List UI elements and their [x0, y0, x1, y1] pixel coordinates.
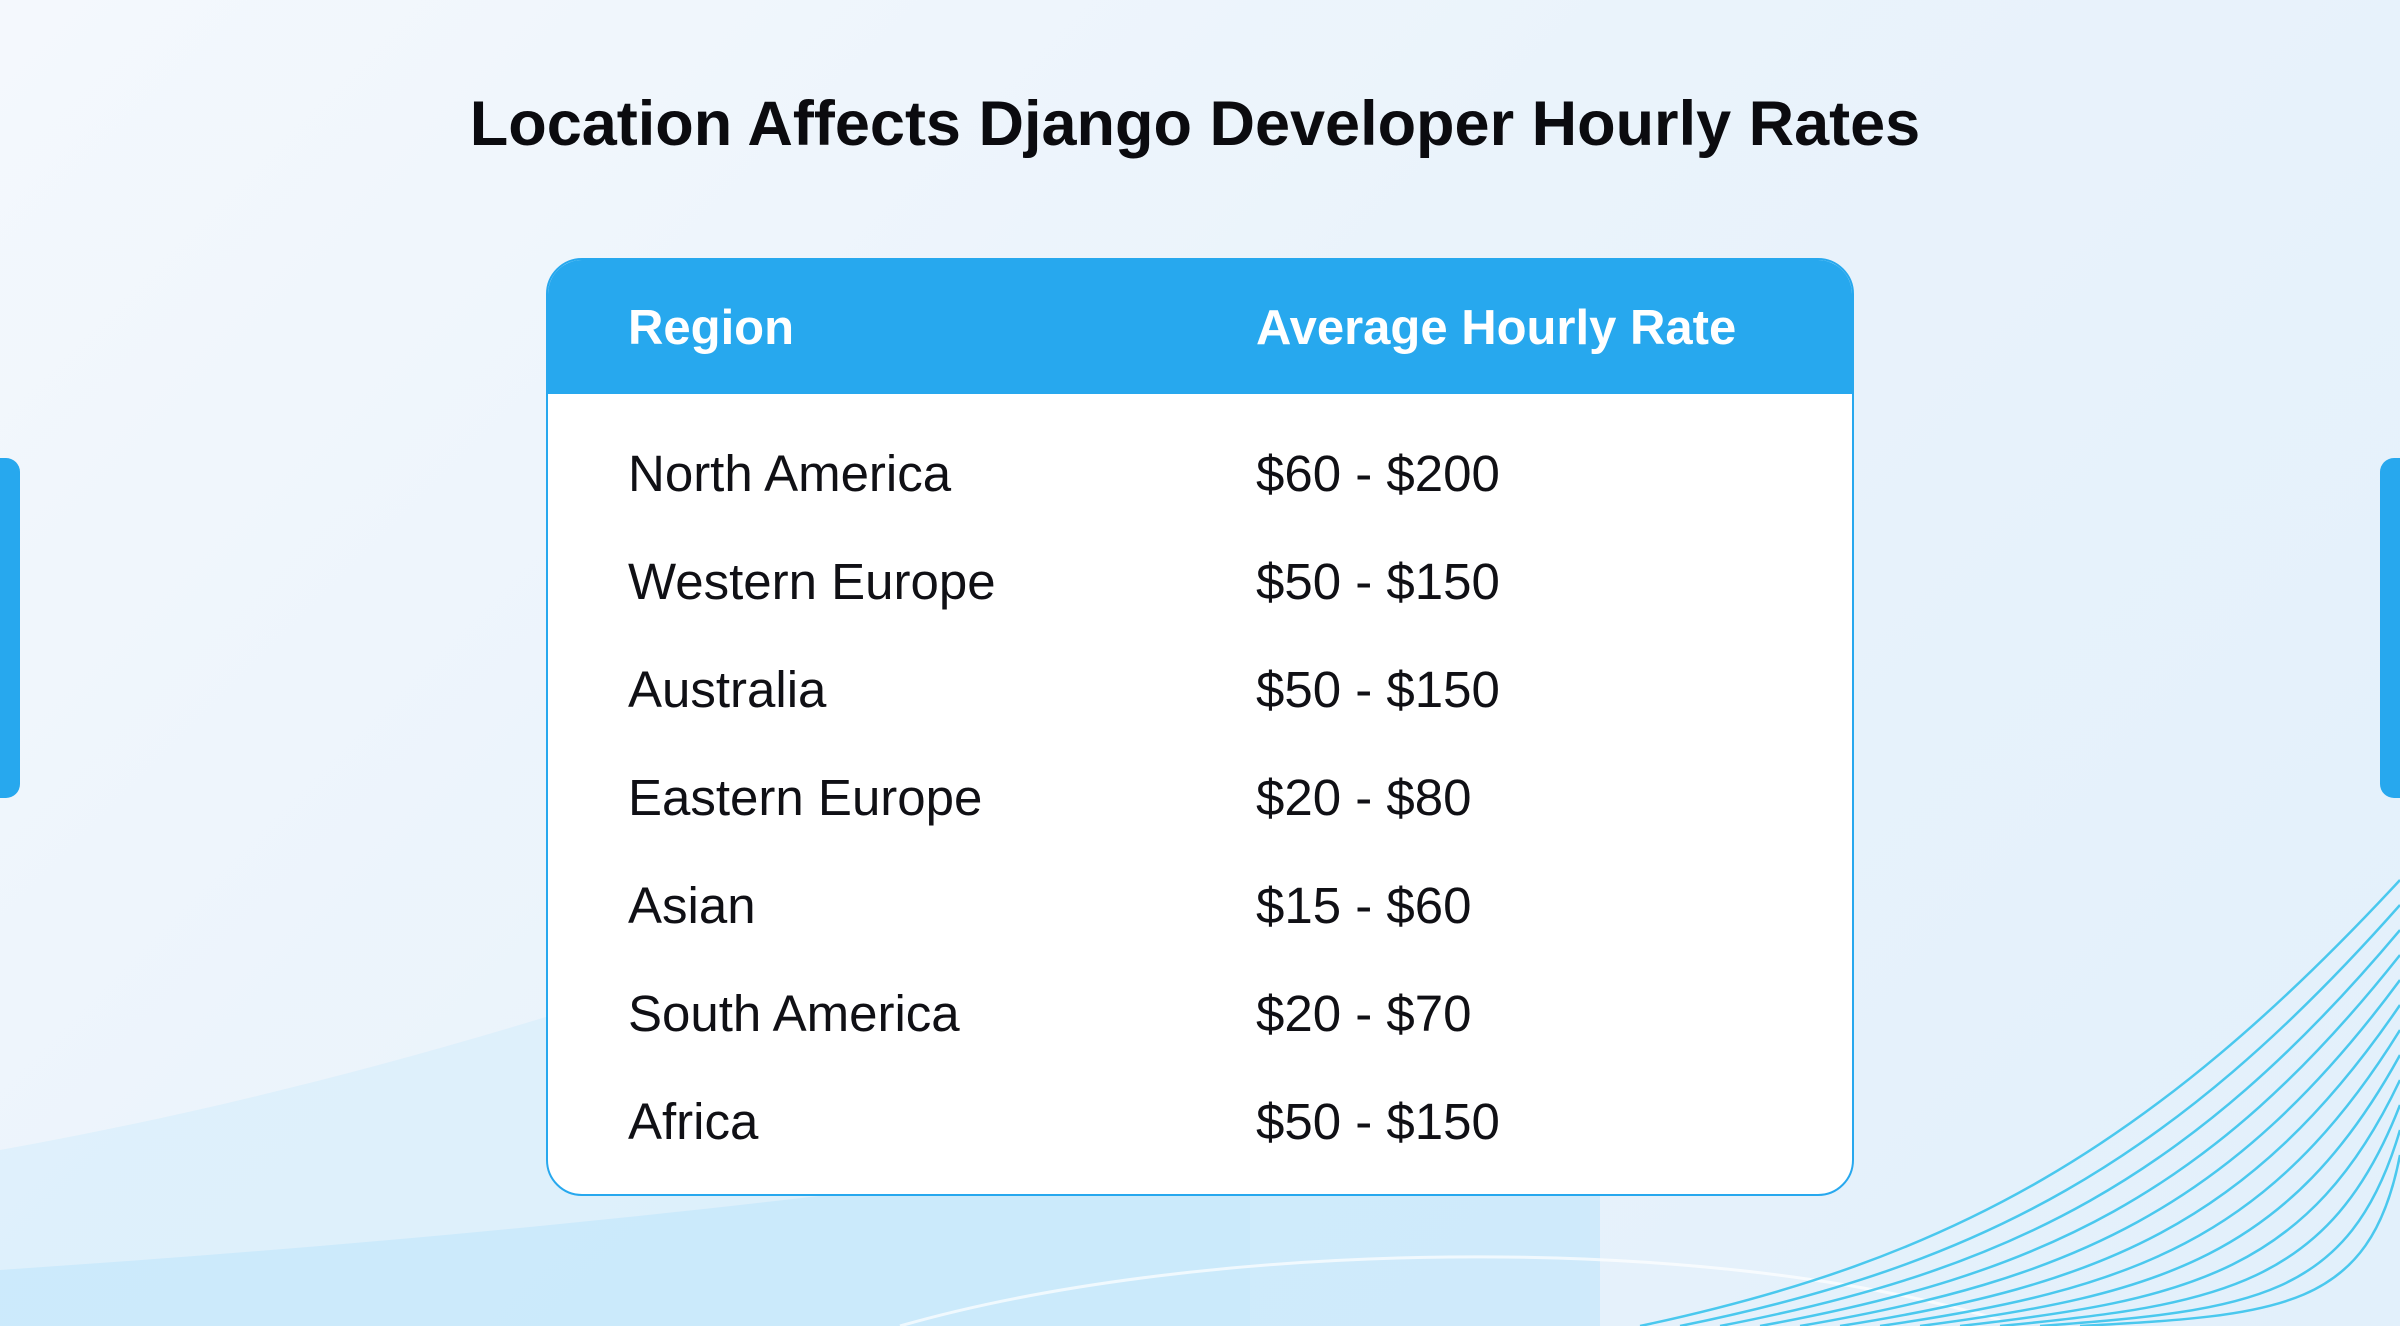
table-row: South America $20 - $70: [548, 984, 1852, 1092]
table-row: North America $60 - $200: [548, 444, 1852, 552]
region-cell: Africa: [628, 1093, 759, 1150]
rates-table: Region Average Hourly Rate North America…: [546, 258, 1854, 1196]
region-cell: North America: [628, 445, 952, 502]
region-cell: Eastern Europe: [628, 769, 983, 826]
region-cell: Australia: [628, 661, 827, 718]
region-cell: Western Europe: [628, 553, 996, 610]
table-header: Region Average Hourly Rate: [548, 260, 1852, 394]
column-header-region: Region: [628, 301, 795, 355]
table-row: Australia $50 - $150: [548, 660, 1852, 768]
rate-cell: $50 - $150: [1256, 1093, 1500, 1150]
table-row: Eastern Europe $20 - $80: [548, 768, 1852, 876]
rate-cell: $50 - $150: [1256, 661, 1500, 718]
region-cell: South America: [628, 985, 960, 1042]
chart-title: Location Affects Django Developer Hourly…: [469, 89, 1921, 159]
region-cell: Asian: [628, 877, 756, 934]
rate-cell: $60 - $200: [1256, 445, 1500, 502]
column-header-rate: Average Hourly Rate: [1256, 301, 1737, 355]
table-row: Western Europe $50 - $150: [548, 552, 1852, 660]
rate-cell: $15 - $60: [1256, 877, 1472, 934]
table-row: Africa $50 - $150: [548, 1092, 1852, 1194]
rate-cell: $50 - $150: [1256, 553, 1500, 610]
rate-cell: $20 - $70: [1256, 985, 1472, 1042]
right-side-tab: [2380, 458, 2400, 798]
rate-cell: $20 - $80: [1256, 769, 1472, 826]
table-row: Asian $15 - $60: [548, 876, 1852, 984]
left-side-tab: [0, 458, 20, 798]
